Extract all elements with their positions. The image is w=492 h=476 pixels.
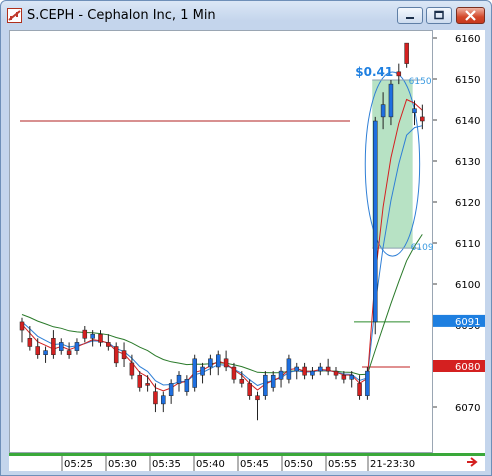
- candle-35: [294, 366, 299, 372]
- time-tick-label-6: 05:55: [328, 459, 357, 470]
- candle-18: [161, 395, 166, 405]
- title-bar[interactable]: S.CEPH - Cephalon Inc, 1 Min: [1, 1, 491, 29]
- close-icon: [465, 10, 476, 21]
- candle-42: [349, 374, 354, 380]
- price-tick-label-6140: 6140: [455, 116, 480, 127]
- candle-13: [121, 350, 127, 360]
- time-axis-labels: 05:25 05:30 05:35 05:40 05:45 05:50 05:55 21-23…: [9, 453, 485, 471]
- candle-46: [380, 104, 386, 118]
- time-axis-scroll-bar: [9, 453, 485, 456]
- candle-41: [341, 374, 347, 380]
- chart-app-icon: [7, 8, 22, 23]
- candle-43: [357, 383, 362, 396]
- candle-15: [137, 374, 142, 388]
- candle-51: [420, 116, 425, 122]
- price-axis[interactable]: 6070608060906100611061206130614061506160…: [433, 30, 485, 453]
- candle-16: [145, 383, 150, 386]
- candle-10: [98, 333, 103, 343]
- window-title: S.CEPH - Cephalon Inc, 1 Min: [27, 8, 216, 23]
- candle-44: [365, 370, 370, 396]
- price-tick-label-6120: 6120: [455, 198, 480, 209]
- maximize-icon: [434, 10, 444, 20]
- candle-36: [302, 366, 307, 376]
- price-tick-label-6130: 6130: [455, 157, 480, 168]
- candle-24: [208, 358, 213, 368]
- candle-8: [82, 329, 88, 339]
- candle-7: [74, 342, 80, 351]
- price-tick-label-6150: 6150: [455, 75, 480, 86]
- time-tick-label-4: 05:45: [240, 459, 269, 470]
- candle-47: [388, 83, 394, 118]
- minimize-button[interactable]: [397, 7, 423, 24]
- moving-average-red: [21, 98, 423, 392]
- candle-12: [113, 346, 119, 364]
- candlestick-chart[interactable]: $0.41 6150 6109: [10, 31, 434, 454]
- candle-49: [404, 42, 409, 64]
- time-tick-label-0: 05:25: [64, 459, 93, 470]
- price-tag-label-6080: 6080: [455, 362, 480, 373]
- candle-38: [318, 366, 323, 372]
- time-tick-label-7: 21-23:30: [370, 459, 415, 470]
- close-button[interactable]: [456, 7, 485, 24]
- candle-22: [192, 358, 197, 388]
- price-tag-label-6091: 6091: [455, 317, 480, 328]
- candle-23: [200, 366, 205, 376]
- candle-0: [19, 321, 25, 331]
- measure-bottom-label: 6109: [411, 243, 434, 253]
- candle-31: [263, 374, 268, 396]
- candle-5: [59, 342, 64, 351]
- candle-25: [216, 354, 221, 368]
- measure-ellipse: [364, 71, 421, 257]
- candle-2: [35, 346, 40, 355]
- candle-48: [396, 71, 402, 77]
- candle-19: [168, 383, 174, 396]
- time-tick-label-3: 05:40: [196, 459, 225, 470]
- price-tick-label-6100: 6100: [455, 280, 480, 291]
- candle-14: [129, 362, 135, 376]
- candle-26: [223, 358, 229, 368]
- candle-20: [176, 374, 182, 384]
- candle-32: [270, 374, 276, 388]
- candle-30: [255, 395, 260, 401]
- candle-37: [310, 370, 315, 376]
- moving-average-blue: [21, 125, 423, 387]
- moving-average-green: [21, 234, 423, 376]
- candle-33: [278, 370, 284, 380]
- candle-17: [153, 391, 158, 405]
- time-axis[interactable]: 05:25 05:30 05:35 05:40 05:45 05:50 05:55 21-23…: [9, 453, 485, 471]
- time-tick-label-5: 05:50: [284, 459, 313, 470]
- price-tick-label-6070: 6070: [455, 403, 480, 414]
- candle-3: [43, 350, 48, 355]
- candle-34: [286, 358, 292, 380]
- candle-45: [373, 120, 378, 323]
- candle-21: [184, 379, 190, 392]
- candle-4: [51, 338, 56, 355]
- candle-9: [90, 333, 95, 339]
- price-tick-label-6110: 6110: [455, 239, 480, 250]
- minimize-icon: [406, 17, 414, 19]
- candle-39: [325, 366, 331, 372]
- price-chart-area[interactable]: $0.41 6150 6109: [9, 30, 434, 454]
- candle-6: [66, 350, 72, 355]
- time-tick-label-1: 05:30: [108, 459, 137, 470]
- candle-28: [239, 379, 245, 384]
- price-tick-label-6160: 6160: [455, 34, 480, 45]
- candle-29: [247, 383, 252, 396]
- candle-27: [231, 366, 237, 380]
- measure-top-label: 6150: [409, 77, 432, 87]
- scroll-right-arrow-icon: [467, 457, 478, 467]
- measure-value-label: $0.41: [355, 65, 393, 79]
- price-axis-labels: 6070608060906100611061206130614061506160…: [433, 34, 485, 414]
- maximize-button[interactable]: [426, 7, 452, 24]
- price-tag-box-6091: [433, 314, 485, 327]
- time-tick-label-2: 05:35: [152, 459, 181, 470]
- candle-1: [27, 338, 33, 347]
- price-tag-box-6080: [433, 360, 485, 372]
- candle-40: [333, 370, 339, 376]
- candle-50: [412, 108, 417, 114]
- candle-11: [106, 342, 111, 347]
